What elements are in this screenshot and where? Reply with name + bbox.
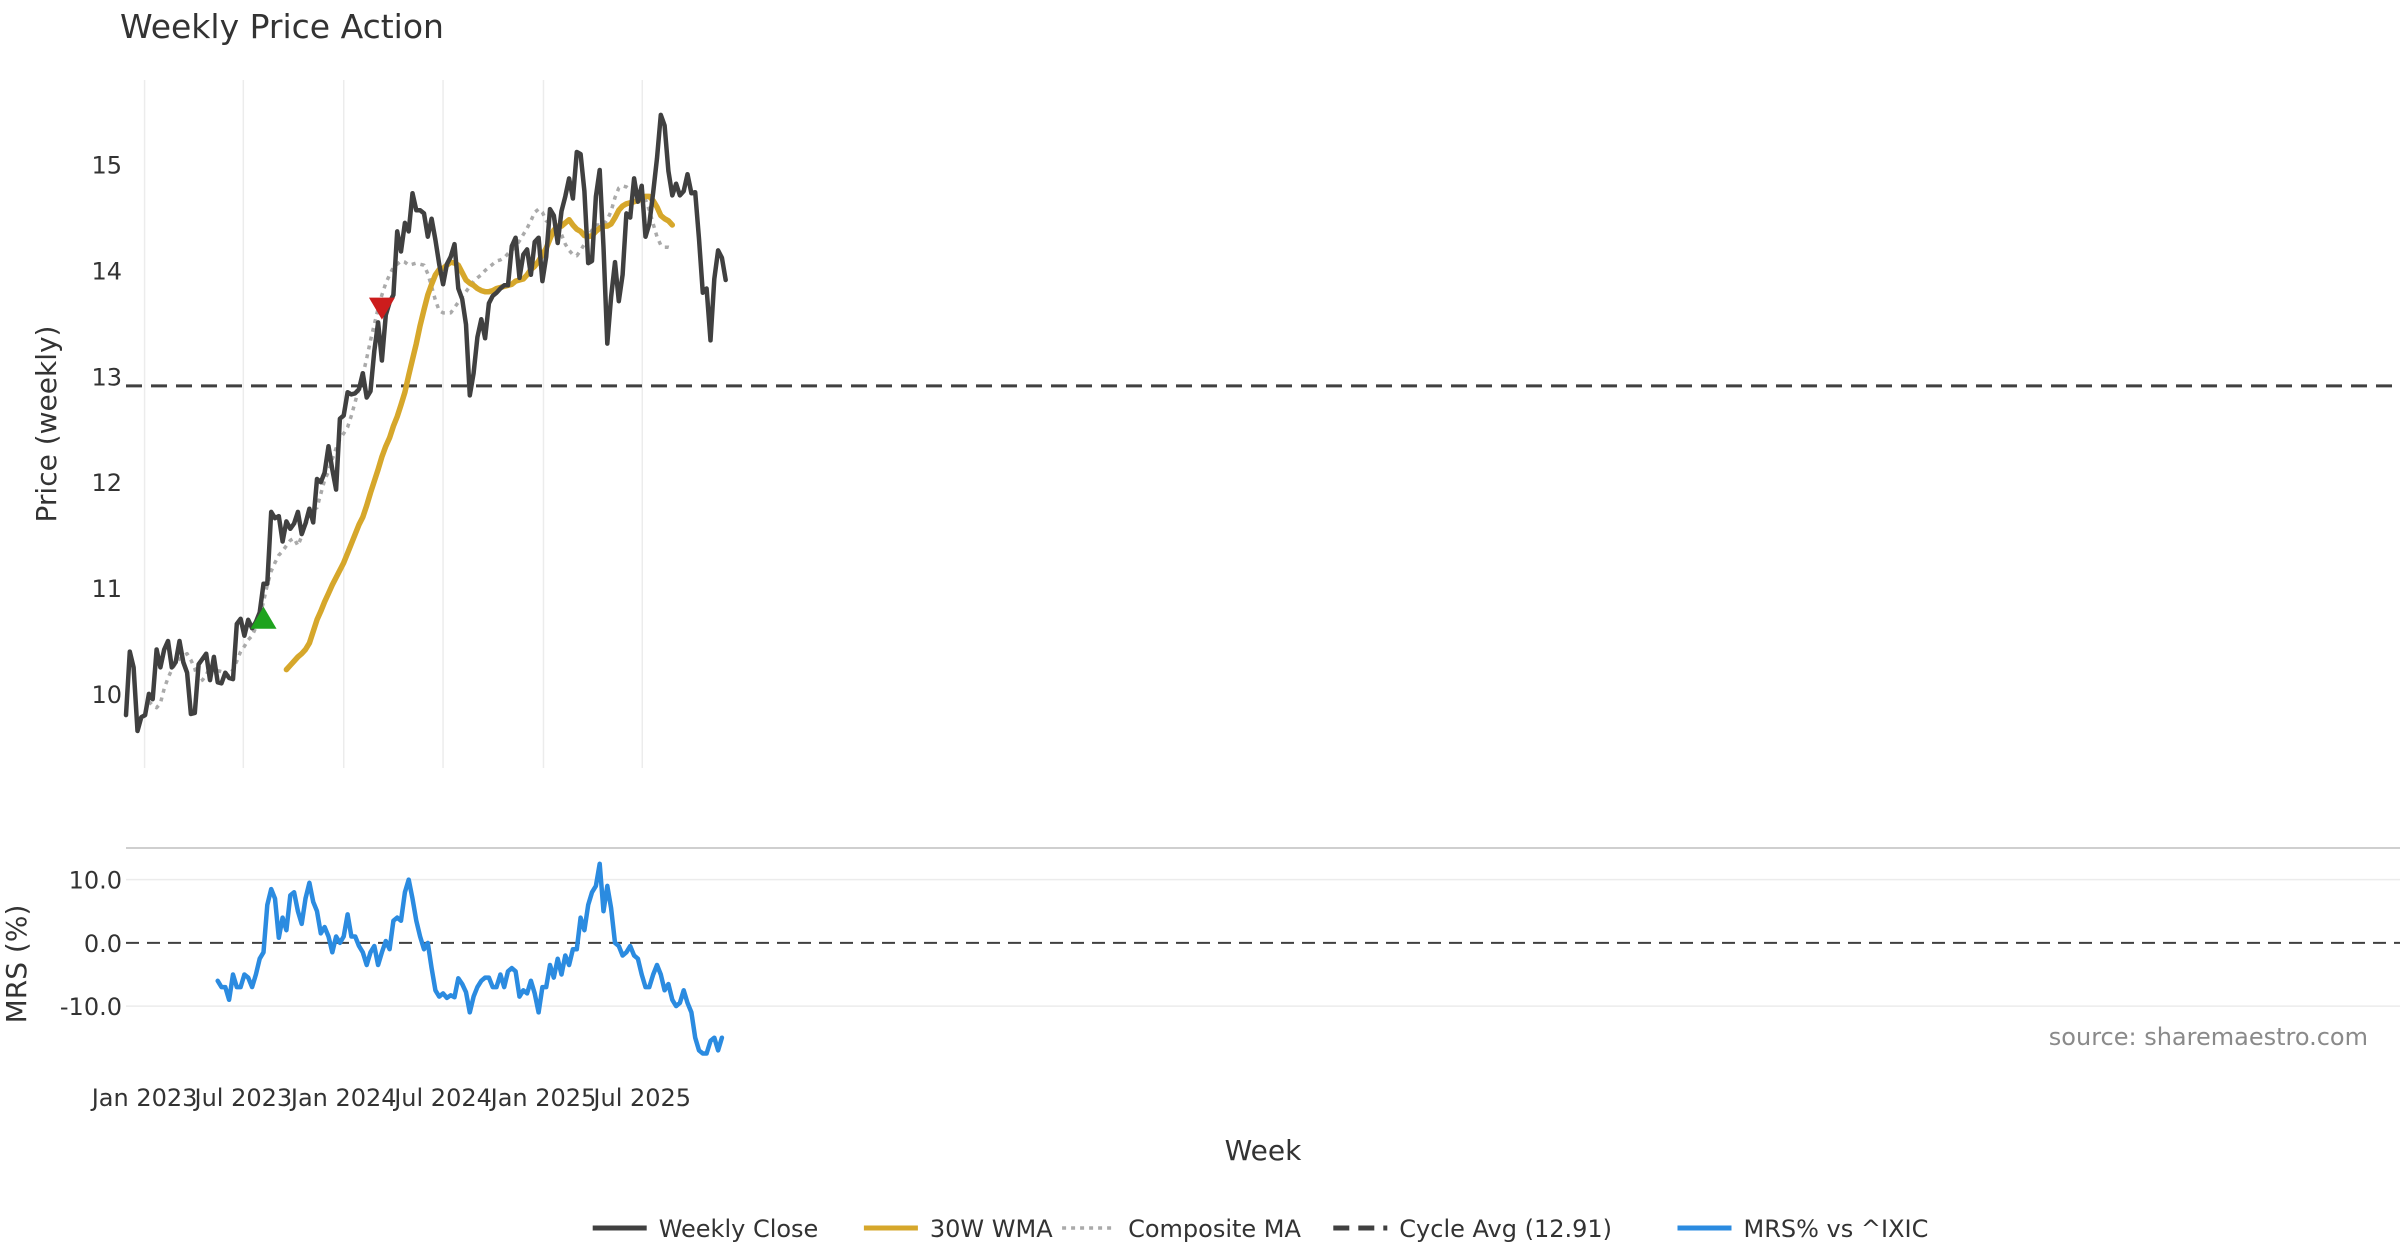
x-tick-label: Jul 2023 — [192, 1084, 292, 1112]
price-y-tick-label: 12 — [91, 469, 122, 497]
price-y-tick-label: 13 — [91, 363, 122, 391]
reference-lines-layer — [126, 384, 2400, 944]
x-tick-label: Jan 2023 — [90, 1084, 198, 1112]
mrs-y-tick-label: 0.0 — [84, 930, 122, 958]
x-tick-label: Jan 2025 — [489, 1084, 597, 1112]
x-tick-label: Jan 2024 — [289, 1084, 397, 1112]
legend-item: MRS% vs ^IXIC — [1677, 1215, 1929, 1243]
composite-ma-line — [147, 184, 673, 710]
legend-item: Composite MA — [1062, 1215, 1302, 1243]
price-y-tick-label: 15 — [91, 152, 122, 180]
weekly-close-line — [123, 112, 728, 734]
legend-label: Weekly Close — [659, 1215, 819, 1243]
x-tick-label: Jul 2024 — [392, 1084, 492, 1112]
series-layer — [123, 112, 728, 1056]
grid-layer — [126, 80, 2400, 1007]
mrs-y-tick-label: -10.0 — [60, 993, 122, 1021]
legend: Weekly Close 30W WMA Composite MA Cycle Avg… — [592, 1215, 1929, 1243]
x-tick-label: Jul 2025 — [591, 1084, 691, 1112]
legend-label: Composite MA — [1128, 1215, 1301, 1243]
x-axis-label: Week — [1225, 1134, 1302, 1167]
legend-item: Weekly Close — [592, 1215, 819, 1243]
price-y-tick-label: 10 — [91, 681, 122, 709]
mrs-y-tick-label: 10.0 — [69, 867, 122, 895]
legend-item: Cycle Avg (12.91) — [1333, 1215, 1612, 1243]
chart-title: Weekly Price Action — [120, 7, 444, 46]
buy-signal-marker — [250, 606, 277, 629]
legend-label: 30W WMA — [930, 1215, 1053, 1243]
sell-signal-marker — [368, 297, 395, 320]
wma-30w-line — [283, 193, 676, 673]
price-y-tick-label: 11 — [91, 575, 122, 603]
legend-label: MRS% vs ^IXIC — [1744, 1215, 1929, 1243]
legend-item: 30W WMA — [863, 1215, 1053, 1243]
price-y-axis-label: Price (weekly) — [30, 326, 63, 523]
mrs-y-axis-label: MRS (%) — [0, 905, 33, 1024]
legend-label: Cycle Avg (12.91) — [1399, 1215, 1612, 1243]
source-annotation: source: sharemaestro.com — [2049, 1023, 2368, 1051]
price-y-tick-label: 14 — [91, 258, 122, 286]
mrs-line — [215, 861, 725, 1056]
markers-layer — [250, 297, 395, 629]
